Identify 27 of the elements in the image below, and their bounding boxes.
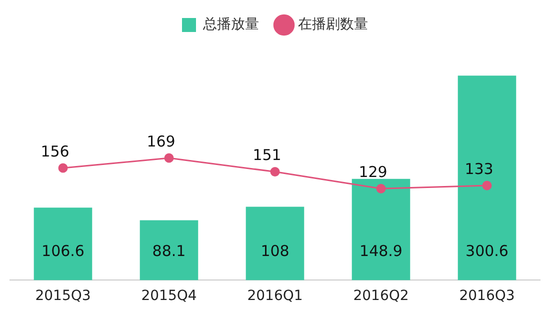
point <box>482 180 492 190</box>
legend-label: 总播放量 <box>202 16 259 33</box>
data-label: 133 <box>464 160 494 178</box>
data-label: 156 <box>40 142 70 160</box>
bar <box>352 178 410 280</box>
x-tick-label: 2016Q1 <box>247 288 303 304</box>
x-tick-label: 2015Q4 <box>141 288 197 304</box>
data-label: 169 <box>146 132 176 150</box>
bar <box>140 220 198 280</box>
x-tick-label: 2015Q3 <box>35 288 91 304</box>
data-label: 108 <box>260 242 290 260</box>
data-label: 88.1 <box>152 242 186 260</box>
bar <box>246 206 304 280</box>
point <box>270 167 280 177</box>
point <box>58 163 68 173</box>
legend-label: 在播剧数量 <box>298 16 368 33</box>
data-label: 148.9 <box>360 242 402 260</box>
point <box>376 184 386 194</box>
x-tick-label: 2016Q2 <box>353 288 409 304</box>
point <box>164 153 174 163</box>
data-label: 151 <box>252 146 282 164</box>
x-tick-label: 2016Q3 <box>459 288 515 304</box>
data-label: 300.6 <box>466 242 508 260</box>
bar <box>34 208 92 280</box>
data-label: 106.6 <box>42 242 84 260</box>
bar <box>458 76 516 280</box>
data-label: 129 <box>358 162 388 181</box>
